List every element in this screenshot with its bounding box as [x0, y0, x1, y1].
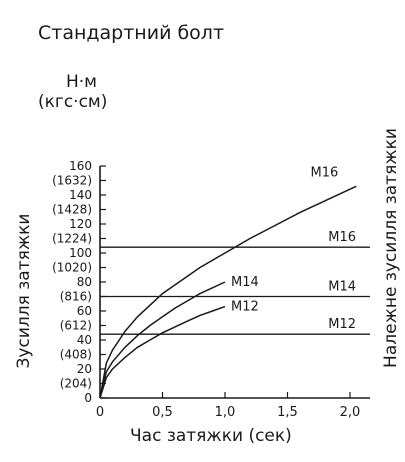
x-tick-label: 1,5: [277, 405, 298, 420]
y-tick-label: (816): [60, 290, 92, 304]
y-tick-label: (204): [60, 377, 92, 391]
y-tick-label: (1428): [52, 203, 92, 217]
x-tick-label: 1,0: [215, 405, 236, 420]
reference-line-label: M16: [328, 230, 356, 245]
y-tick-label: 20: [77, 362, 92, 376]
y-tick-label: 60: [77, 304, 92, 318]
y-tick-label: (612): [60, 319, 92, 333]
x-tick-label: 2,0: [340, 405, 361, 420]
reference-line-label: M14: [328, 280, 356, 295]
y-tick-label: 120: [69, 217, 92, 231]
series-label: M14: [231, 275, 259, 290]
reference-line-label: M12: [328, 317, 356, 332]
y-tick-label: 160: [69, 159, 92, 173]
y-tick-label: 0: [84, 391, 92, 405]
x-tick-label: 0,5: [152, 405, 173, 420]
y-tick-label: (1224): [52, 232, 92, 246]
series-line: [99, 305, 226, 399]
unit-label-alt: (кгс·см): [38, 92, 108, 112]
series-line: [99, 185, 357, 399]
y-tick-label: 40: [77, 333, 92, 347]
y-tick-label: (408): [60, 348, 92, 362]
x-tick-label: 0: [96, 405, 104, 420]
unit-label: Н·м: [66, 72, 98, 92]
y-tick-label: 80: [77, 275, 92, 289]
y-tick-label: 100: [69, 246, 92, 260]
series-label: M12: [231, 300, 259, 315]
series-label: M16: [310, 165, 338, 180]
chart-title: Стандартний болт: [38, 22, 225, 44]
y-tick-label: 140: [69, 188, 92, 202]
x-axis-label: Час затяжки (сек): [130, 426, 292, 446]
series-line: [99, 281, 226, 399]
y-tick-label: (1632): [52, 174, 92, 188]
y-tick-label: (1020): [52, 261, 92, 275]
